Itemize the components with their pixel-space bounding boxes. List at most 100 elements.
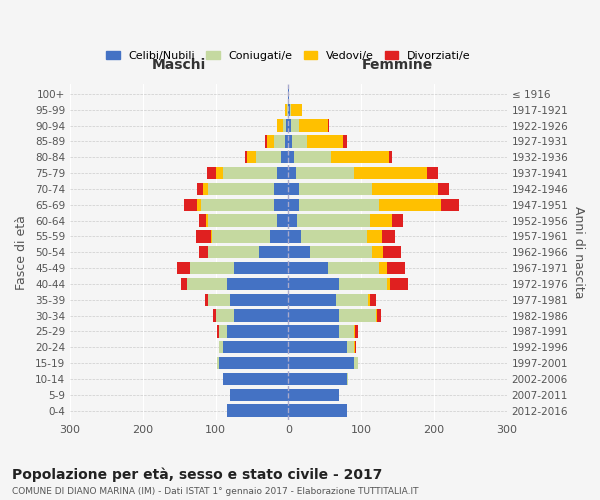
Bar: [217, 326, 219, 338]
Bar: [370, 214, 392, 227]
Bar: [289, 326, 340, 338]
Bar: [227, 404, 289, 417]
Bar: [219, 341, 223, 353]
Text: Femmine: Femmine: [362, 58, 433, 72]
Bar: [328, 262, 379, 274]
Bar: [177, 262, 190, 274]
Bar: [274, 183, 289, 195]
Bar: [376, 310, 377, 322]
Bar: [270, 230, 289, 242]
Bar: [223, 341, 289, 353]
Bar: [219, 357, 289, 370]
Bar: [277, 167, 289, 179]
Bar: [289, 246, 310, 258]
Bar: [286, 104, 287, 116]
Bar: [289, 198, 299, 211]
Bar: [390, 278, 409, 290]
Bar: [207, 167, 215, 179]
Bar: [386, 278, 390, 290]
Bar: [215, 310, 234, 322]
Bar: [218, 341, 219, 353]
Bar: [427, 167, 437, 179]
Bar: [187, 278, 227, 290]
Bar: [223, 373, 289, 385]
Bar: [283, 120, 286, 132]
Bar: [206, 214, 208, 227]
Bar: [286, 120, 289, 132]
Text: Maschi: Maschi: [152, 58, 206, 72]
Bar: [181, 278, 187, 290]
Bar: [289, 294, 335, 306]
Bar: [219, 326, 227, 338]
Bar: [289, 404, 347, 417]
Bar: [184, 198, 197, 211]
Bar: [217, 357, 219, 370]
Bar: [277, 120, 283, 132]
Bar: [247, 151, 256, 164]
Bar: [215, 167, 223, 179]
Bar: [372, 246, 383, 258]
Bar: [310, 246, 372, 258]
Bar: [230, 294, 289, 306]
Bar: [265, 136, 266, 147]
Bar: [287, 88, 289, 100]
Bar: [347, 341, 354, 353]
Bar: [437, 183, 449, 195]
Bar: [190, 262, 234, 274]
Bar: [290, 104, 292, 116]
Bar: [379, 198, 441, 211]
Bar: [223, 167, 277, 179]
Bar: [368, 294, 370, 306]
Bar: [245, 151, 247, 164]
Bar: [296, 167, 354, 179]
Bar: [289, 310, 340, 322]
Bar: [340, 310, 376, 322]
Bar: [354, 326, 355, 338]
Bar: [289, 341, 347, 353]
Bar: [367, 230, 382, 242]
Bar: [441, 198, 460, 211]
Bar: [214, 310, 215, 322]
Bar: [347, 373, 348, 385]
Bar: [379, 262, 386, 274]
Bar: [274, 136, 285, 147]
Y-axis label: Fasce di età: Fasce di età: [15, 215, 28, 290]
Bar: [370, 294, 376, 306]
Y-axis label: Anni di nascita: Anni di nascita: [572, 206, 585, 298]
Bar: [289, 214, 297, 227]
Bar: [382, 230, 395, 242]
Bar: [372, 183, 437, 195]
Bar: [199, 214, 206, 227]
Bar: [227, 326, 289, 338]
Bar: [355, 326, 358, 338]
Bar: [289, 167, 296, 179]
Bar: [227, 278, 289, 290]
Bar: [289, 373, 347, 385]
Bar: [301, 230, 367, 242]
Bar: [208, 294, 230, 306]
Bar: [205, 294, 208, 306]
Bar: [197, 183, 203, 195]
Text: COMUNE DI DIANO MARINA (IM) - Dati ISTAT 1° gennaio 2017 - Elaborazione TUTTITAL: COMUNE DI DIANO MARINA (IM) - Dati ISTAT…: [12, 488, 419, 496]
Bar: [294, 151, 331, 164]
Bar: [277, 214, 289, 227]
Bar: [289, 183, 299, 195]
Bar: [256, 151, 281, 164]
Bar: [208, 246, 259, 258]
Bar: [208, 214, 277, 227]
Bar: [211, 230, 212, 242]
Bar: [266, 136, 274, 147]
Bar: [377, 310, 381, 322]
Bar: [289, 151, 294, 164]
Bar: [289, 357, 354, 370]
Bar: [299, 183, 372, 195]
Bar: [289, 136, 292, 147]
Bar: [289, 120, 292, 132]
Bar: [292, 136, 307, 147]
Bar: [289, 104, 290, 116]
Bar: [383, 246, 401, 258]
Bar: [289, 388, 340, 401]
Bar: [259, 246, 289, 258]
Bar: [331, 151, 389, 164]
Bar: [299, 120, 328, 132]
